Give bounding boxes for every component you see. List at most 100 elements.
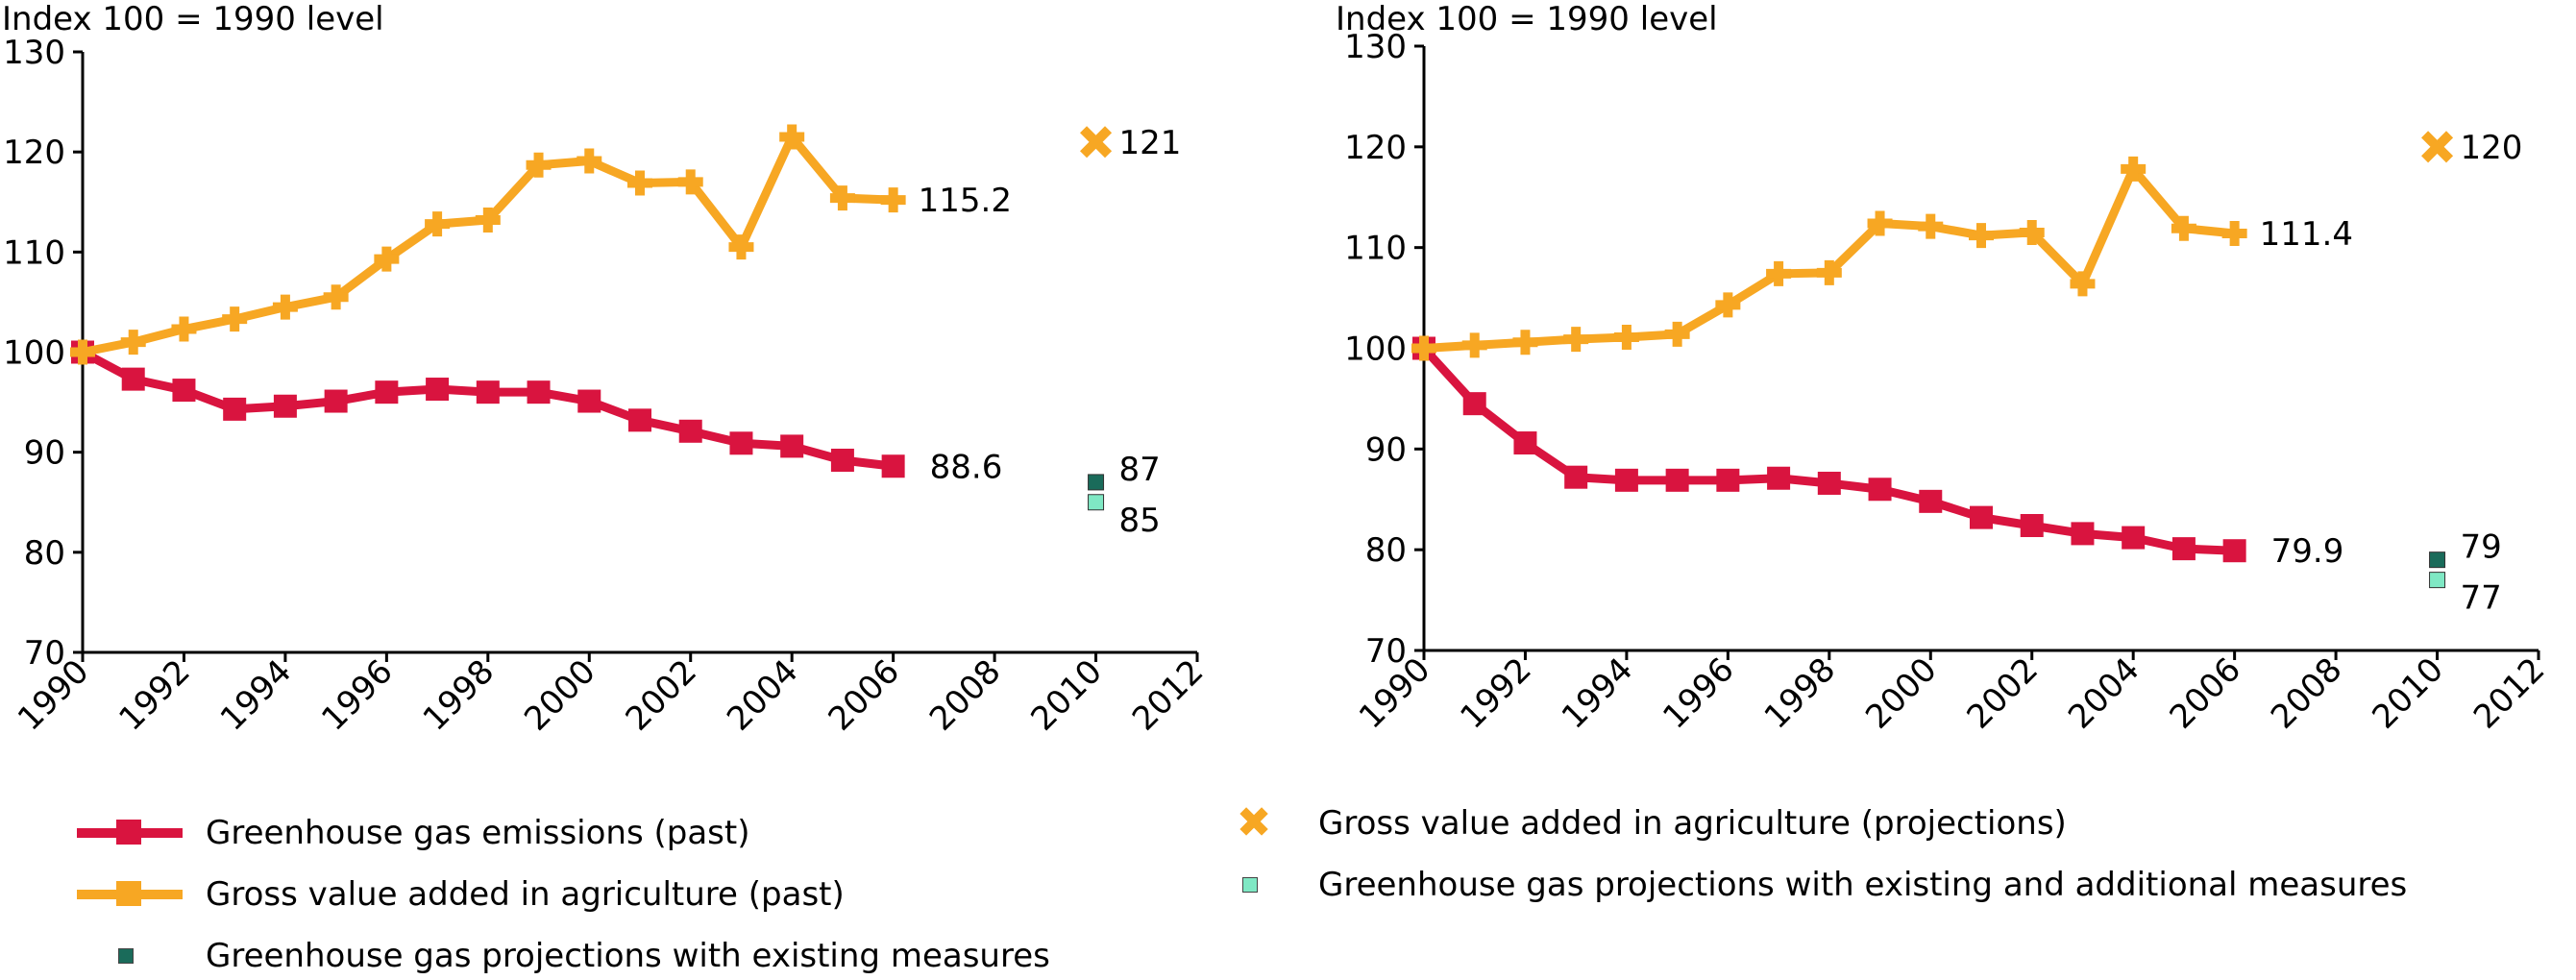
gva-past-point: [171, 316, 197, 342]
y-tick-label: 130: [1344, 28, 1407, 66]
ghg-proj-existing-label: 79: [2461, 528, 2502, 567]
x-tick-label: 2004: [2061, 650, 2147, 736]
gva-past-point: [526, 152, 552, 178]
legend-label-ghg-proj-existing: Greenhouse gas projections with existing…: [206, 937, 1050, 975]
gva-past-point: [475, 208, 501, 233]
gva-past-line: [82, 133, 894, 356]
legend-item-gva-proj: ✖ Gross value added in agriculture (proj…: [1201, 799, 2067, 847]
ghg-past-point: [273, 394, 297, 418]
gva-past-point: [2070, 271, 2096, 297]
ghg-proj-existing-point: [1088, 474, 1105, 491]
ghg-past-point: [1716, 468, 1740, 492]
gva-past-point: [627, 170, 652, 196]
y-tick-label: 120: [3, 134, 65, 172]
ghg-past-point: [2222, 539, 2246, 563]
y-tick-label: 110: [3, 233, 65, 272]
legend-symbol-gva-proj: ✖: [1236, 798, 1272, 847]
gva-past-point: [779, 124, 805, 150]
ghg-past-point: [2071, 522, 2095, 546]
x-tick-label: 1992: [111, 652, 197, 738]
y-tick-label: 90: [1365, 430, 1407, 469]
gva-past-point: [1461, 332, 1487, 358]
legend-label-ghg-past: Greenhouse gas emissions (past): [206, 814, 750, 852]
left-chart-axis-title: Index 100 = 1990 level: [2, 0, 384, 38]
x-tick-label: 2006: [822, 652, 907, 738]
ghg-proj-existing-label: 87: [1119, 451, 1161, 489]
gva-past-point: [374, 246, 400, 272]
ghg-past-line: [80, 348, 895, 471]
y-tick-label: 120: [1344, 129, 1407, 167]
legend-label-gva-past: Gross value added in agriculture (past): [206, 875, 845, 914]
ghg-proj-existing-point: [2429, 551, 2446, 569]
ghg-past-point: [1817, 471, 1841, 495]
gva-proj-label: 121: [1119, 124, 1182, 162]
ghg-past-point: [1614, 468, 1638, 492]
ghg-past-end-label: 79.9: [2271, 532, 2344, 571]
gva-past-point: [1664, 321, 1690, 347]
y-tick-label: 110: [1344, 230, 1407, 268]
ghg-past-point: [527, 380, 551, 404]
gva-past-point: [120, 330, 146, 355]
legend-item-ghg-proj-existing: Greenhouse gas projections with existing…: [77, 932, 1050, 980]
gva-past-point: [1816, 259, 1842, 285]
x-tick-label: 1994: [213, 652, 299, 738]
ghg-past-end-label: 88.6: [930, 448, 1003, 486]
y-tick-label: 80: [1365, 531, 1407, 570]
legend-label-ghg-proj-additional: Greenhouse gas projections with existing…: [1318, 866, 2408, 904]
ghg-past-point: [324, 389, 348, 413]
ghg-past-point: [2020, 514, 2044, 538]
gva-past-point: [577, 148, 602, 174]
x-tick-label: 2010: [1023, 652, 1109, 738]
legend-label-gva-proj: Gross value added in agriculture (projec…: [1318, 804, 2067, 843]
ghg-past-point: [1970, 505, 1993, 529]
x-tick-label: 2012: [1125, 652, 1211, 738]
y-tick-label: 100: [3, 334, 65, 373]
legend-symbol-gva-past: [77, 870, 183, 919]
x-tick-label: 2008: [2264, 650, 2349, 736]
x-tick-label: 2010: [2365, 650, 2450, 736]
gva-past-point: [1766, 260, 1792, 286]
x-tick-label: 1992: [1453, 650, 1538, 736]
ghg-proj-additional-point: [2429, 572, 2446, 589]
gva-past-point: [1918, 213, 1944, 239]
gva-past-point: [1563, 327, 1589, 353]
gva-past-point: [1715, 292, 1741, 318]
x-tick-label: 2012: [2466, 650, 2552, 736]
gva-past-end-label: 115.2: [919, 182, 1012, 220]
gva-past-point: [1411, 335, 1436, 361]
ghg-past-point: [2171, 537, 2196, 561]
gva-past-point: [880, 187, 906, 213]
ghg-past-point: [1665, 468, 1689, 492]
x-tick-label: 2002: [619, 652, 704, 738]
ghg-past-point: [678, 419, 702, 443]
gva-past-point: [1969, 223, 1994, 249]
y-tick-label: 130: [3, 34, 65, 72]
y-tick-label: 80: [24, 534, 65, 573]
ghg-past-point: [223, 397, 247, 421]
legend-item-ghg-past: Greenhouse gas emissions (past): [77, 809, 749, 857]
ghg-past-point: [1919, 489, 1943, 513]
legend-item-gva-past: Gross value added in agriculture (past): [77, 870, 845, 919]
x-tick-label: 1994: [1555, 650, 1640, 736]
ghg-past-point: [729, 431, 753, 455]
ghg-past-point: [1462, 392, 1486, 416]
gva-past-point: [222, 306, 248, 332]
gva-past-point: [1867, 210, 1893, 236]
ghg-past-point: [1513, 431, 1537, 455]
legend-item-ghg-proj-additional: Greenhouse gas projections with existing…: [1201, 861, 2407, 909]
legend-symbol-ghg-proj-additional: [1201, 861, 1307, 909]
gva-past-point: [323, 284, 349, 310]
ghg-proj-additional-label: 77: [2461, 579, 2502, 618]
ghg-past-point: [121, 367, 145, 391]
x-tick-label: 1996: [1656, 650, 1741, 736]
gva-past-point: [2121, 156, 2147, 182]
x-tick-label: 2008: [922, 652, 1008, 738]
gva-proj-point: [2421, 131, 2454, 163]
gva-past-point: [2171, 215, 2196, 241]
y-tick-label: 70: [1365, 632, 1407, 671]
ghg-past-line: [1420, 345, 2235, 555]
gva-past-point: [829, 185, 855, 211]
